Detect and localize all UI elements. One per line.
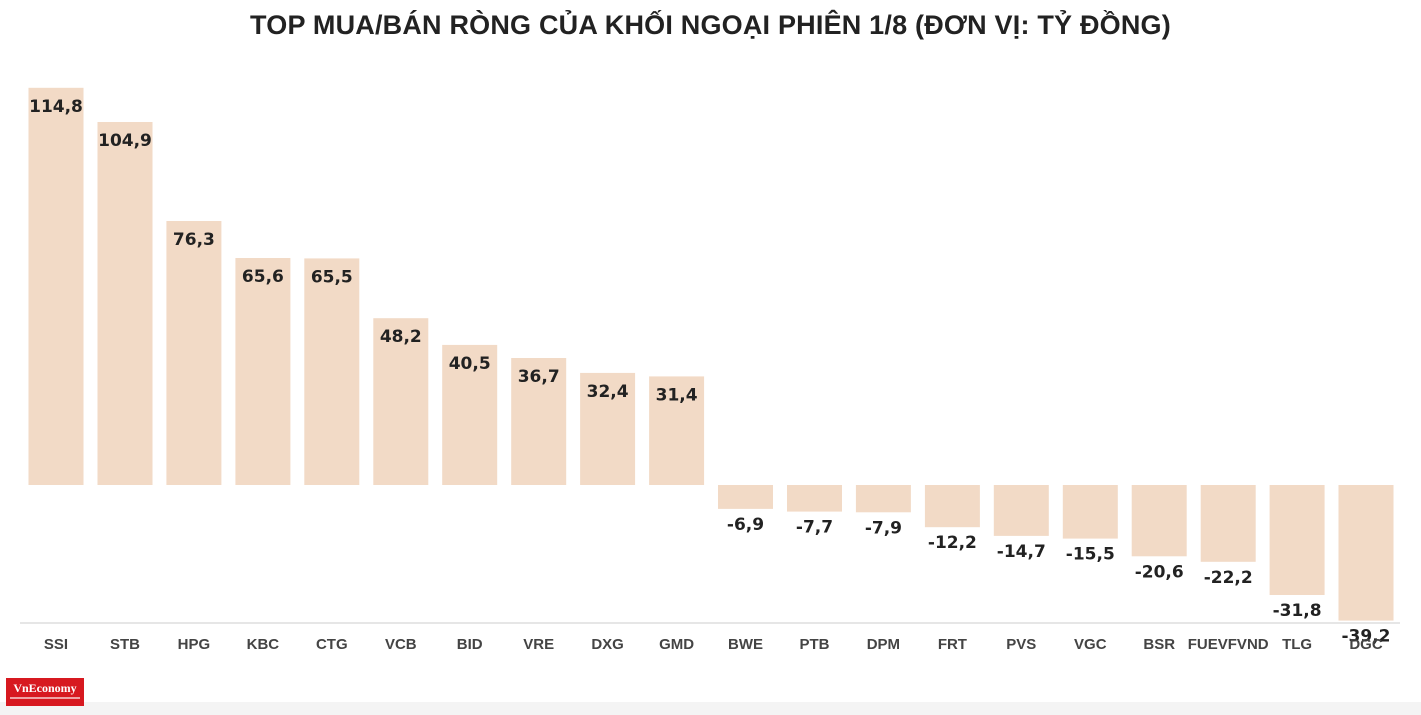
footer-band: [0, 702, 1421, 715]
tick-label-vgc: VGC: [1074, 636, 1107, 653]
value-label-frt: -12,2: [928, 533, 977, 553]
tick-label-fuevfvnd: FUEVFVND: [1188, 636, 1269, 653]
vneconomy-logo: VnEconomy: [6, 678, 84, 706]
bar-bsr: [1131, 485, 1187, 557]
bar-ctg: [304, 258, 360, 485]
bar-stb: [97, 122, 153, 485]
tick-label-bsr: BSR: [1143, 636, 1175, 653]
bar-vgc: [1062, 485, 1118, 539]
tick-label-vre: VRE: [523, 636, 554, 653]
value-label-dpm: -7,9: [865, 518, 902, 538]
bar-hpg: [166, 221, 222, 485]
bar-dxg: [580, 372, 636, 485]
value-label-bid: 40,5: [449, 354, 491, 374]
tick-label-dxg: DXG: [591, 636, 624, 653]
value-label-ssi: 114,8: [29, 97, 83, 117]
value-label-ctg: 65,5: [311, 267, 353, 287]
bar-pvs: [993, 485, 1049, 536]
chart-title: TOP MUA/BÁN RÒNG CỦA KHỐI NGOẠI PHIÊN 1/…: [250, 10, 1171, 40]
tick-label-dgc: DGC: [1349, 636, 1383, 653]
bar-ssi: [28, 87, 84, 486]
value-label-gmd: 31,4: [656, 385, 698, 405]
bar-chart: 114,8 SSI 104,9 STB 76,3 HPG 65,6 KBC 65,5 CTG 48,…: [20, 87, 1400, 653]
logo-underline: [10, 697, 80, 699]
bar-tlg: [1269, 485, 1325, 595]
tick-label-pvs: PVS: [1006, 636, 1036, 653]
bar-fuevfvnd: [1200, 485, 1256, 562]
value-label-bwe: -6,9: [727, 515, 764, 535]
tick-label-ssi: SSI: [44, 636, 68, 653]
tick-label-ptb: PTB: [800, 636, 830, 653]
tick-label-frt: FRT: [938, 636, 967, 653]
bar-dgc: [1338, 485, 1394, 621]
tick-label-bid: BID: [457, 636, 483, 653]
bar-gmd: [649, 376, 705, 485]
value-label-pvs: -14,7: [997, 542, 1046, 562]
logo-text: VnEconomy: [13, 681, 77, 695]
value-label-bsr: -20,6: [1135, 562, 1184, 582]
bar-bwe: [718, 485, 773, 509]
value-label-dgc: -39,2: [1342, 627, 1391, 647]
bar-vre: [511, 358, 567, 485]
bar-vcb: [373, 318, 429, 485]
value-label-tlg: -31,8: [1273, 601, 1322, 621]
value-label-hpg: 76,3: [173, 230, 215, 250]
tick-label-kbc: KBC: [247, 636, 280, 653]
tick-label-hpg: HPG: [178, 636, 211, 653]
tick-label-dpm: DPM: [867, 636, 900, 653]
value-label-vre: 36,7: [518, 367, 560, 387]
bar-dpm: [855, 485, 911, 513]
bar-kbc: [235, 258, 291, 485]
value-label-ptb: -7,7: [796, 518, 833, 538]
bar-bid: [442, 344, 498, 485]
tick-label-bwe: BWE: [728, 636, 763, 653]
value-label-vcb: 48,2: [380, 327, 422, 347]
value-label-fuevfvnd: -22,2: [1204, 568, 1253, 588]
value-label-dxg: 32,4: [587, 382, 629, 402]
value-label-vgc: -15,5: [1066, 545, 1115, 565]
bar-ptb: [787, 485, 842, 512]
bar-frt: [924, 485, 980, 528]
tick-label-ctg: CTG: [316, 636, 348, 653]
tick-label-vcb: VCB: [385, 636, 417, 653]
value-label-stb: 104,9: [98, 131, 152, 151]
tick-label-stb: STB: [110, 636, 140, 653]
tick-label-gmd: GMD: [659, 636, 694, 653]
tick-label-tlg: TLG: [1282, 636, 1312, 653]
value-label-kbc: 65,6: [242, 267, 284, 287]
